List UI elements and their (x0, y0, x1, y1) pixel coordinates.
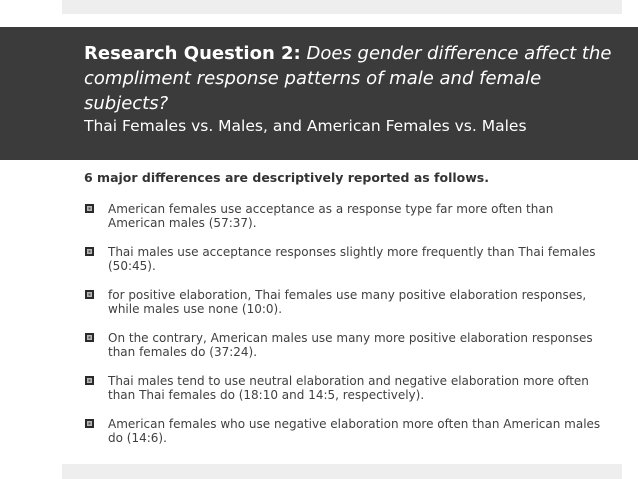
title-question: Does gender difference affect the compli… (84, 43, 612, 114)
bullet-text: for positive elaboration, Thai females u… (108, 288, 587, 316)
top-stripe (62, 0, 622, 14)
bullet-text: American females who use negative elabor… (108, 417, 601, 445)
lead-text: 6 major differences are descriptively re… (84, 170, 489, 185)
bullet-item: for positive elaboration, Thai females u… (84, 288, 614, 316)
title-band: Research Question 2: Does gender differe… (0, 27, 638, 160)
bullet-item: American females who use negative elabor… (84, 417, 614, 445)
square-bullet-icon (85, 204, 94, 213)
bullet-list: American females use acceptance as a res… (84, 202, 614, 445)
square-bullet-icon (85, 290, 94, 299)
title-label: Research Question 2: (84, 43, 301, 64)
slide-content: 6 major differences are descriptively re… (84, 163, 614, 460)
bullet-text: Thai males use acceptance responses slig… (108, 245, 596, 273)
bullet-item: Thai males use acceptance responses slig… (84, 245, 614, 273)
bullet-text: Thai males tend to use neutral elaborati… (108, 374, 589, 402)
bullet-text: On the contrary, American males use many… (108, 331, 593, 359)
square-bullet-icon (85, 333, 94, 342)
bullet-item: On the contrary, American males use many… (84, 331, 614, 359)
square-bullet-icon (85, 247, 94, 256)
bullet-item: Thai males tend to use neutral elaborati… (84, 374, 614, 402)
bullet-item: American females use acceptance as a res… (84, 202, 614, 230)
bottom-stripe (62, 464, 622, 479)
bullet-text: American females use acceptance as a res… (108, 202, 554, 230)
slide-title: Research Question 2: Does gender differe… (84, 41, 618, 116)
slide-subtitle: Thai Females vs. Males, and American Fem… (84, 117, 527, 135)
square-bullet-icon (85, 376, 94, 385)
square-bullet-icon (85, 419, 94, 428)
